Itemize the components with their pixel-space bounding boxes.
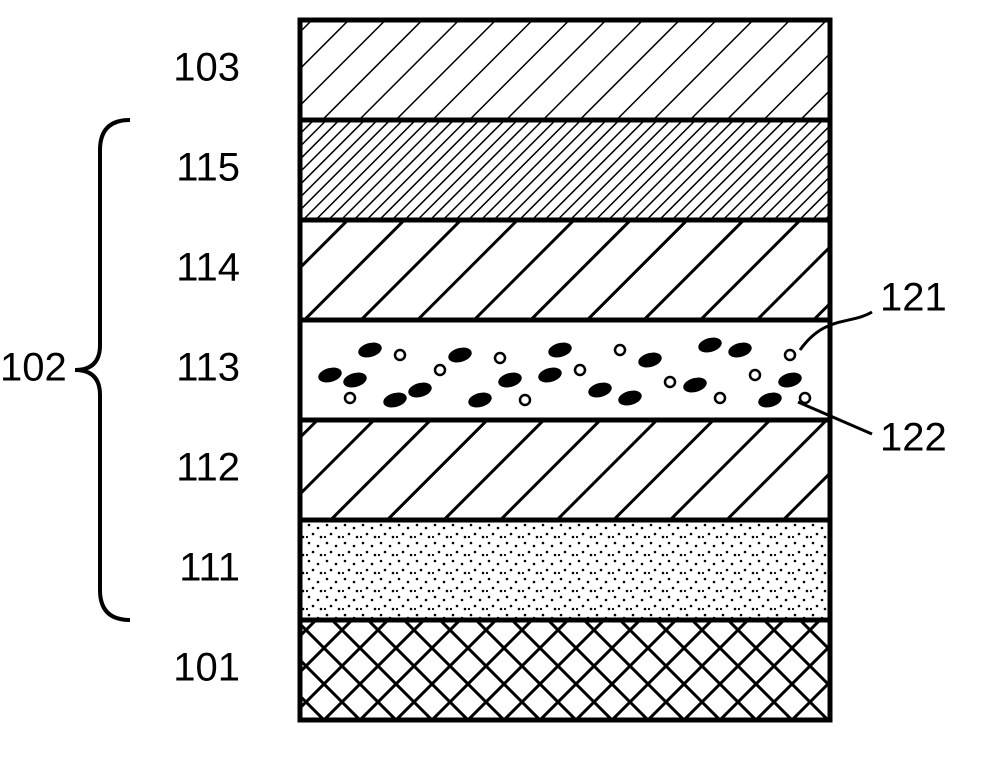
- layer-101: [300, 620, 830, 720]
- particle-small-icon: [395, 350, 405, 360]
- particle-small-icon: [495, 353, 505, 363]
- particle-small-icon: [520, 395, 530, 405]
- particle-small-icon: [785, 350, 795, 360]
- layer-label-113: 113: [176, 346, 240, 390]
- particle-small-icon: [575, 365, 585, 375]
- layer-label-114: 114: [176, 246, 240, 290]
- layer-label-111: 111: [179, 546, 240, 590]
- particle-small-icon: [615, 345, 625, 355]
- particle-small-icon: [800, 393, 810, 403]
- group-bracket-label: 102: [0, 346, 67, 390]
- particle-small-icon: [715, 393, 725, 403]
- particle-small-icon: [435, 365, 445, 375]
- particle-small-icon: [750, 370, 760, 380]
- layer-label-112: 112: [176, 446, 240, 490]
- particle-small-icon: [665, 377, 675, 387]
- layer-111: [300, 520, 830, 620]
- layer-115: [300, 120, 830, 220]
- layer-label-115: 115: [176, 146, 240, 190]
- callout-label-122: 122: [880, 416, 947, 460]
- layer-103: [300, 20, 830, 120]
- layer-114: [300, 220, 830, 320]
- layer-113: [300, 320, 830, 420]
- particle-small-icon: [345, 393, 355, 403]
- callout-label-121: 121: [880, 276, 947, 320]
- layer-label-103: 103: [173, 46, 240, 90]
- layer-label-101: 101: [173, 646, 240, 690]
- layer-112: [300, 420, 830, 520]
